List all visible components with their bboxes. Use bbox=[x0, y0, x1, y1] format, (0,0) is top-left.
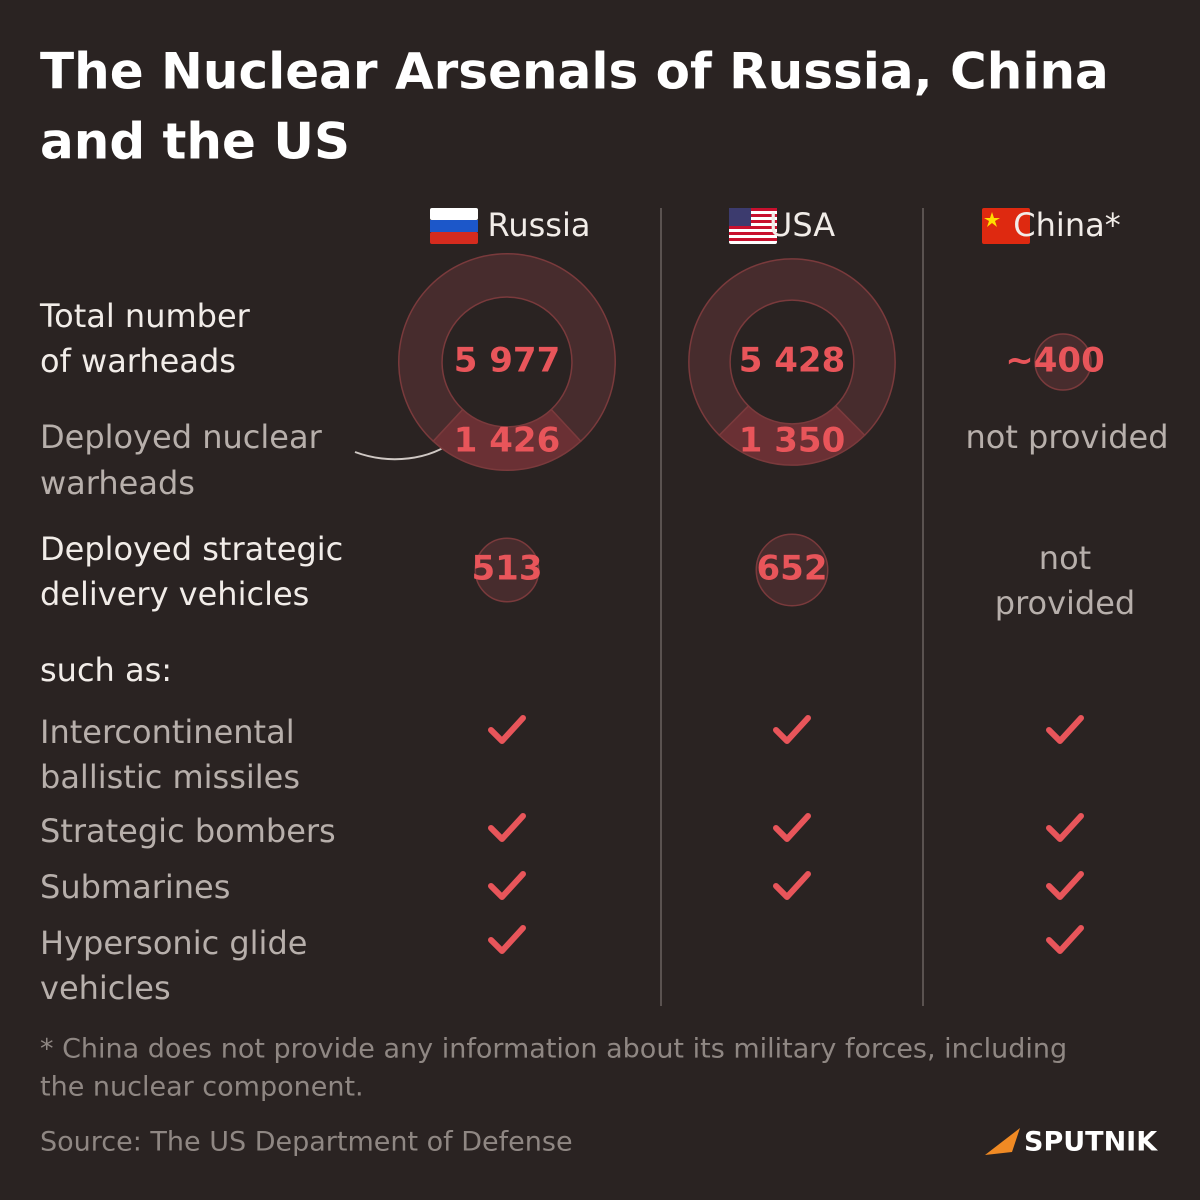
footnote: the nuclear component. bbox=[40, 1072, 364, 1103]
total-circle bbox=[1034, 333, 1092, 391]
type-label: Intercontinental bbox=[40, 713, 295, 751]
check bbox=[1046, 715, 1084, 744]
type-label: Submarines bbox=[40, 868, 230, 906]
check bbox=[773, 871, 811, 900]
row-label: warheads bbox=[40, 464, 195, 502]
check bbox=[1046, 813, 1084, 842]
row-label: Deployed nuclear bbox=[40, 418, 323, 456]
deployed-value: 1 350 bbox=[739, 421, 845, 461]
row-label: of warheads bbox=[40, 342, 236, 380]
donut-deployed bbox=[432, 408, 582, 471]
donut-deployed bbox=[718, 404, 866, 466]
check bbox=[488, 925, 526, 954]
total-value: 5 428 bbox=[739, 341, 845, 381]
country-name: Russia bbox=[488, 206, 591, 244]
check bbox=[1046, 925, 1084, 954]
total-value: ~400 bbox=[1005, 341, 1104, 381]
check bbox=[1046, 871, 1084, 900]
type-label: vehicles bbox=[40, 969, 171, 1007]
country-name: China* bbox=[1013, 206, 1120, 244]
footnote: * China does not provide any information… bbox=[40, 1034, 1067, 1065]
donut-total bbox=[398, 253, 616, 443]
country-name: USA bbox=[769, 206, 835, 244]
type-label: Hypersonic glide bbox=[40, 924, 307, 962]
title: The Nuclear Arsenals of Russia, China bbox=[40, 43, 1109, 101]
title: and the US bbox=[40, 113, 350, 171]
vehicles-value: 513 bbox=[472, 549, 543, 589]
vehicles-circle bbox=[474, 537, 540, 603]
flag-usa bbox=[729, 208, 777, 244]
flag-china bbox=[982, 208, 1030, 244]
row-label: delivery vehicles bbox=[40, 575, 309, 613]
not-provided: not provided bbox=[965, 418, 1168, 456]
source: Source: The US Department of Defense bbox=[40, 1127, 573, 1158]
donut-total bbox=[688, 258, 896, 437]
check bbox=[488, 871, 526, 900]
logo-mark bbox=[985, 1128, 1020, 1155]
brand: SPUTNIK bbox=[1024, 1127, 1158, 1158]
type-label: ballistic missiles bbox=[40, 758, 300, 796]
deployed-value: 1 426 bbox=[454, 421, 560, 461]
check bbox=[488, 813, 526, 842]
flag-russia bbox=[430, 208, 478, 244]
check bbox=[773, 813, 811, 842]
check bbox=[773, 715, 811, 744]
not-provided: not bbox=[1039, 539, 1091, 577]
total-value: 5 977 bbox=[454, 341, 560, 381]
row-label: Deployed strategic bbox=[40, 530, 343, 568]
not-provided: provided bbox=[995, 584, 1135, 622]
check bbox=[488, 715, 526, 744]
type-label: Strategic bombers bbox=[40, 812, 336, 850]
row-label: Total number bbox=[39, 297, 251, 335]
vehicles-value: 652 bbox=[757, 549, 828, 589]
row-label: such as: bbox=[40, 651, 172, 689]
vehicles-circle bbox=[755, 533, 829, 607]
